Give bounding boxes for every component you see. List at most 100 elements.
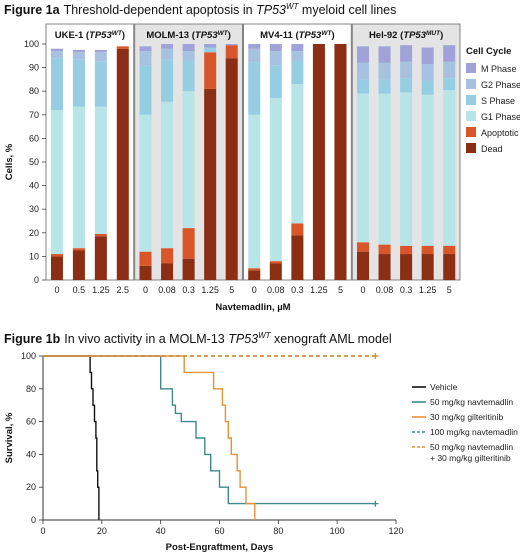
panel-title: MOLM-13 (TP53WT) (146, 30, 231, 41)
bar-segment-dead (182, 258, 195, 280)
legend-swatch (466, 111, 476, 121)
legend-label: 30 mg/kg gilteritinib (430, 412, 504, 422)
bar-segment-s-phase (248, 62, 261, 115)
y-tick-label: 100 (21, 351, 36, 361)
x-tick-label: 60 (214, 526, 224, 536)
bar-segment-dead (50, 256, 63, 280)
bar-segment-s-phase (72, 59, 85, 107)
bar-segment-g1-phase (248, 114, 261, 269)
bar-segment-dead (139, 265, 152, 280)
x-tick-label: 0.3 (182, 285, 195, 295)
bar-segment-dead (204, 88, 217, 280)
bar-segment-m-phase (139, 46, 152, 52)
bar-segment-apoptotic (50, 254, 63, 257)
bar-segment-g2-phase (269, 51, 282, 66)
legend-label: M Phase (481, 64, 517, 74)
figure-1b-title: Figure 1b In vivo activity in a MOLM-13 T… (4, 331, 392, 347)
y-tick-label: 50 (29, 157, 39, 167)
bar-segment-s-phase (139, 65, 152, 115)
bar-segment-dead (291, 235, 304, 280)
bar-segment-m-phase (182, 44, 195, 52)
x-tick-label: 0 (54, 285, 59, 295)
bar-segment-g2-phase (378, 62, 391, 80)
x-tick-label: 5 (338, 285, 343, 295)
y-tick-label: 80 (29, 86, 39, 96)
censor-marker (372, 353, 379, 359)
x-tick-label: 1.25 (419, 285, 437, 295)
x-tick-label: 0.08 (267, 285, 285, 295)
bar-segment-dead (161, 263, 174, 280)
legend-label: 100 mg/kg navtemadlin (430, 427, 518, 437)
bar-segment-g1-phase (421, 94, 434, 246)
bar-segment-g2-phase (291, 51, 304, 61)
bar-segment-m-phase (50, 48, 63, 52)
bar-segment-g1-phase (94, 106, 107, 234)
x-tick-label: 20 (97, 526, 107, 536)
bar-segment-g2-phase (72, 52, 85, 60)
x-tick-label: 0.5 (73, 285, 86, 295)
legend-label: S Phase (481, 96, 515, 106)
bar-segment-m-phase (269, 44, 282, 52)
bar-segment-g1-phase (72, 106, 85, 249)
bar-segment-apoptotic (291, 223, 304, 236)
bar-segment-apoptotic (139, 251, 152, 266)
legend-label: G2 Phase (481, 80, 520, 90)
bar-segment-g1-phase (378, 93, 391, 245)
bar-segment-g1-phase (356, 93, 370, 243)
bar-segment-g2-phase (139, 51, 152, 66)
survival-line (43, 355, 376, 505)
bar-segment-g2-phase (94, 52, 107, 62)
bar-segment-dead (334, 44, 347, 280)
bar-segment-g1-phase (443, 90, 456, 246)
y-tick-label: 90 (29, 63, 39, 73)
bar-segment-m-phase (443, 45, 456, 62)
legend-label: + 30 mg/kg gilteritinib (430, 453, 511, 463)
figure-1a-stacked-bar-chart: UKE-1 (TP53WT) 0 0.5 1.25 2.5 MOLM-13 (TP53WT… (4, 23, 520, 313)
bar-segment-apoptotic (356, 242, 370, 252)
y-tick-label: 10 (29, 251, 39, 261)
bar-segment-s-phase (161, 59, 174, 102)
bar-segment-g2-phase (356, 62, 370, 80)
bar-segment-apoptotic (421, 245, 434, 255)
bar-segment-apoptotic (400, 245, 413, 255)
bar-segment-m-phase (291, 44, 304, 52)
bar-segment-dead (421, 254, 434, 280)
y-axis-label: Cells, % (4, 143, 15, 180)
bar-segment-apoptotic (116, 46, 129, 49)
y-tick-label: 30 (29, 204, 39, 214)
bar-segment-g2-phase (182, 51, 195, 61)
legend-swatch (466, 63, 476, 73)
x-tick-label: 0.3 (400, 285, 413, 295)
y-axis-label: Survival, % (4, 412, 15, 463)
bar-segment-apoptotic (182, 228, 195, 259)
bar-segment-s-phase (269, 65, 282, 99)
bar-segment-dead (72, 250, 85, 280)
x-tick-label: 2.5 (117, 285, 130, 295)
censor-marker (372, 500, 379, 507)
y-tick-label: 60 (29, 133, 39, 143)
bar-segment-g2-phase (248, 48, 261, 63)
panel-title: MV4-11 (TP53WT) (260, 30, 335, 41)
bar-segment-dead (269, 263, 282, 280)
bar-segment-s-phase (94, 61, 107, 107)
legend-label: G1 Phase (481, 112, 520, 122)
bar-segment-s-phase (50, 58, 63, 111)
y-tick-label: 0 (31, 515, 36, 525)
bar-segment-g2-phase (400, 61, 413, 79)
panel-title: Hel-92 (TP53MUT) (369, 30, 443, 41)
bar-segment-m-phase (421, 47, 434, 65)
x-tick-label: 1.25 (201, 285, 219, 295)
bar-segment-m-phase (225, 44, 238, 46)
bar-segment-m-phase (378, 46, 391, 63)
x-axis-label: Post-Engraftment, Days (166, 542, 274, 553)
bar-segment-g1-phase (161, 101, 174, 249)
bar-segment-g2-phase (421, 64, 434, 81)
bar-segment-dead (94, 236, 107, 280)
figure-1b-survival-chart: 0 20 40 60 80 100 120 0 20 40 60 80 100 Survival, % Po… (4, 351, 518, 553)
legend-label: Apoptotic (481, 128, 519, 138)
bar-segment-apoptotic (443, 245, 456, 255)
legend-label: 50 mg/kg navtemadlin (430, 397, 513, 407)
bar-segment-g1-phase (400, 92, 413, 246)
survival-line (43, 355, 256, 520)
